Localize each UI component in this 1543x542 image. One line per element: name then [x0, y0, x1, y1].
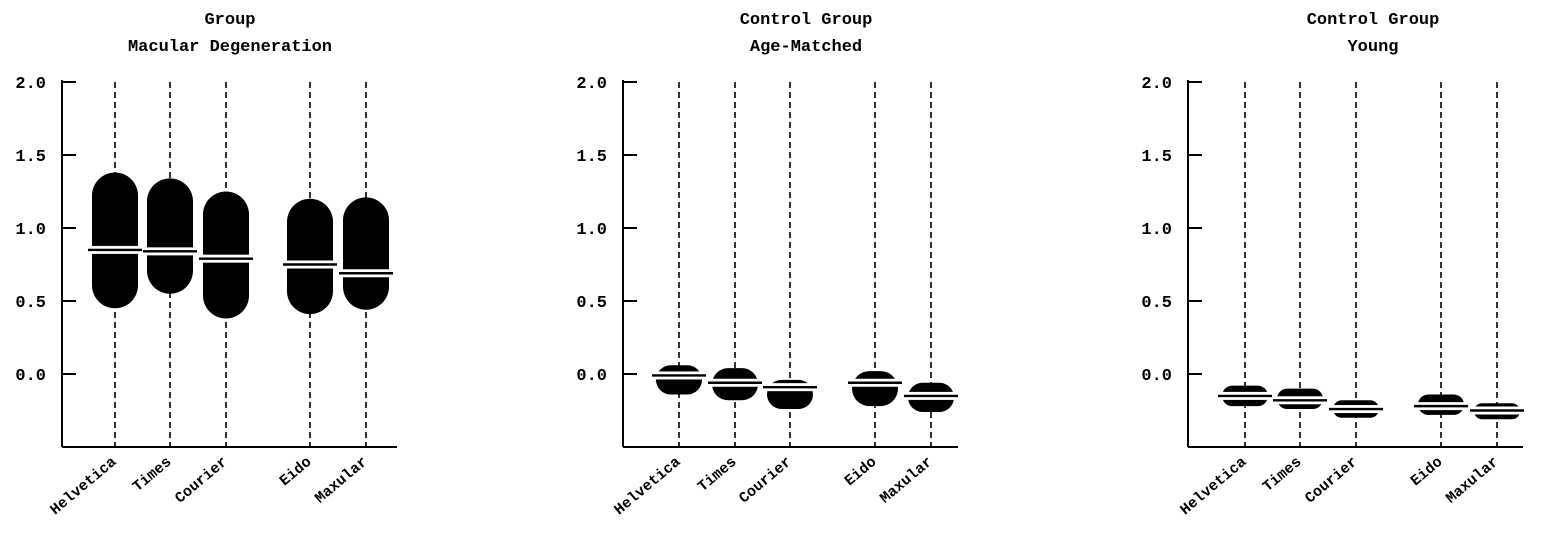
chart-title-line: Control Group — [1307, 11, 1440, 30]
y-tick-label: 1.0 — [15, 221, 46, 240]
x-category-label: Times — [1260, 454, 1305, 496]
x-category-label: Helvetica — [611, 454, 684, 519]
y-tick-label: 0.0 — [576, 367, 607, 386]
x-category-label: Courier — [1302, 454, 1361, 508]
x-category-label: Courier — [172, 454, 231, 508]
y-tick-label: 0.5 — [576, 294, 607, 313]
x-category-label: Maxular — [877, 454, 936, 508]
y-tick-label: 2.0 — [576, 75, 607, 94]
x-category-label: Eido — [842, 454, 881, 490]
box-eido — [287, 198, 333, 315]
x-category-label: Times — [130, 454, 175, 496]
chart-title-line: Macular Degeneration — [128, 38, 332, 57]
y-tick-label: 1.0 — [1141, 221, 1172, 240]
box-eido — [852, 371, 898, 407]
x-category-label: Maxular — [312, 454, 371, 508]
x-category-label: Times — [695, 454, 740, 496]
x-category-label: Eido — [1408, 454, 1447, 490]
box-helvetica — [656, 365, 702, 395]
y-tick-label: 1.5 — [15, 148, 46, 167]
chart-panel-1: Group Macular Degeneration 2.0 1.5 1.0 0.5 0.0… — [15, 11, 397, 519]
y-tick-label: 1.5 — [576, 148, 607, 167]
x-category-label: Maxular — [1443, 454, 1502, 508]
chart-panel-2: Control Group Age-Matched 2.0 1.5 1.0 0.5 0.0 H… — [576, 11, 958, 519]
box-times — [147, 178, 193, 294]
y-tick-label: 2.0 — [1141, 75, 1172, 94]
x-category-label: Helvetica — [47, 454, 120, 519]
chart-title-line: Young — [1347, 38, 1398, 57]
box-helvetica — [92, 172, 138, 309]
y-tick-label: 0.5 — [15, 294, 46, 313]
y-tick-label: 1.0 — [576, 221, 607, 240]
y-tick-label: 0.0 — [15, 367, 46, 386]
y-tick-label: 0.0 — [1141, 367, 1172, 386]
chart-title-line: Age-Matched — [750, 38, 862, 57]
chart-title-line: Control Group — [740, 11, 873, 30]
y-tick-label: 2.0 — [15, 75, 46, 94]
y-tick-label: 1.5 — [1141, 148, 1172, 167]
x-category-label: Courier — [736, 454, 795, 508]
chart-title-line: Group — [204, 11, 255, 30]
x-category-label: Eido — [277, 454, 316, 490]
x-category-label: Helvetica — [1177, 454, 1250, 519]
y-tick-label: 0.5 — [1141, 294, 1172, 313]
box-maxular — [343, 197, 389, 310]
chart-panel-3: Control Group Young 2.0 1.5 1.0 0.5 0.0 Helveti… — [1141, 11, 1524, 519]
